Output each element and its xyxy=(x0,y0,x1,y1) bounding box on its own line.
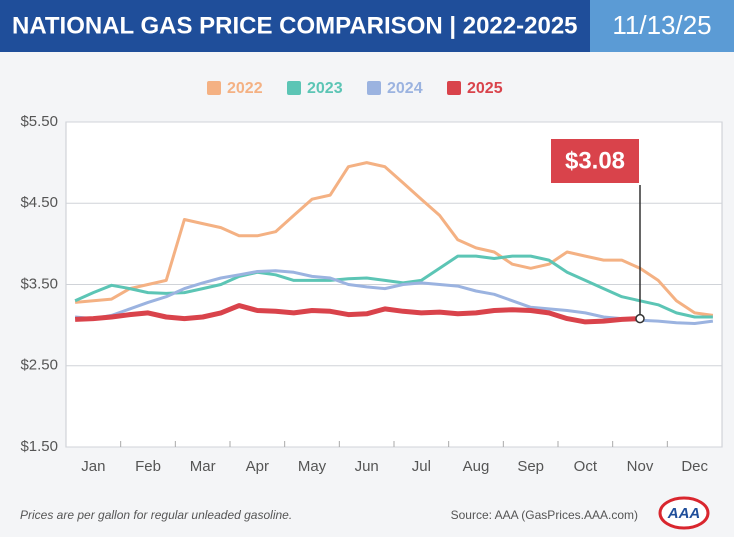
logo xyxy=(658,496,710,530)
x-tick-label: May xyxy=(298,458,327,475)
x-tick-label: Sep xyxy=(517,458,544,475)
legend-swatch xyxy=(207,81,221,95)
series-line xyxy=(74,161,714,317)
x-tick-label: Oct xyxy=(574,458,598,475)
x-tick-label: Apr xyxy=(246,458,269,475)
legend-swatch xyxy=(367,81,381,95)
note: Prices are per gallon for regular unlead… xyxy=(20,508,292,522)
series-line xyxy=(74,254,713,319)
legend-swatch xyxy=(287,81,301,95)
legend-label: 2024 xyxy=(387,80,423,97)
source: Source: AAA (GasPrices.AAA.com) xyxy=(451,508,638,522)
series-line xyxy=(74,269,714,325)
y-tick-label: $5.50 xyxy=(20,113,58,130)
x-tick-label: Dec xyxy=(681,458,708,475)
date: 11/13/25 xyxy=(612,10,711,40)
legend-label: 2022 xyxy=(227,80,263,97)
value-label: $3.08 xyxy=(565,147,625,174)
y-tick-label: $3.50 xyxy=(20,275,58,292)
x-tick-label: Mar xyxy=(190,458,216,475)
date-box xyxy=(590,0,734,52)
x-tick-label: Aug xyxy=(463,458,490,475)
x-tick-label: Nov xyxy=(627,458,654,475)
legend-label: 2025 xyxy=(467,80,503,97)
chart-title: NATIONAL GAS PRICE COMPARISON | 2022-202… xyxy=(12,12,578,39)
last-point xyxy=(635,313,645,324)
y-tick-label: $4.50 xyxy=(20,194,58,211)
legend-label: 2023 xyxy=(307,80,343,97)
legend-swatch xyxy=(447,81,461,95)
y-tick-label: $2.50 xyxy=(20,357,58,374)
header-bar xyxy=(0,0,590,52)
series-line xyxy=(74,303,641,325)
x-tick-label: Jan xyxy=(81,458,105,475)
x-tick-label: Jul xyxy=(412,458,431,475)
logo-text: AAA xyxy=(667,505,701,522)
x-tick-label: Feb xyxy=(135,458,161,475)
flag xyxy=(549,137,641,185)
legend: 2022 2023 2024 2025 xyxy=(207,80,503,97)
y-tick-label: $1.50 xyxy=(20,438,58,455)
x-tick-label: Jun xyxy=(355,458,379,475)
